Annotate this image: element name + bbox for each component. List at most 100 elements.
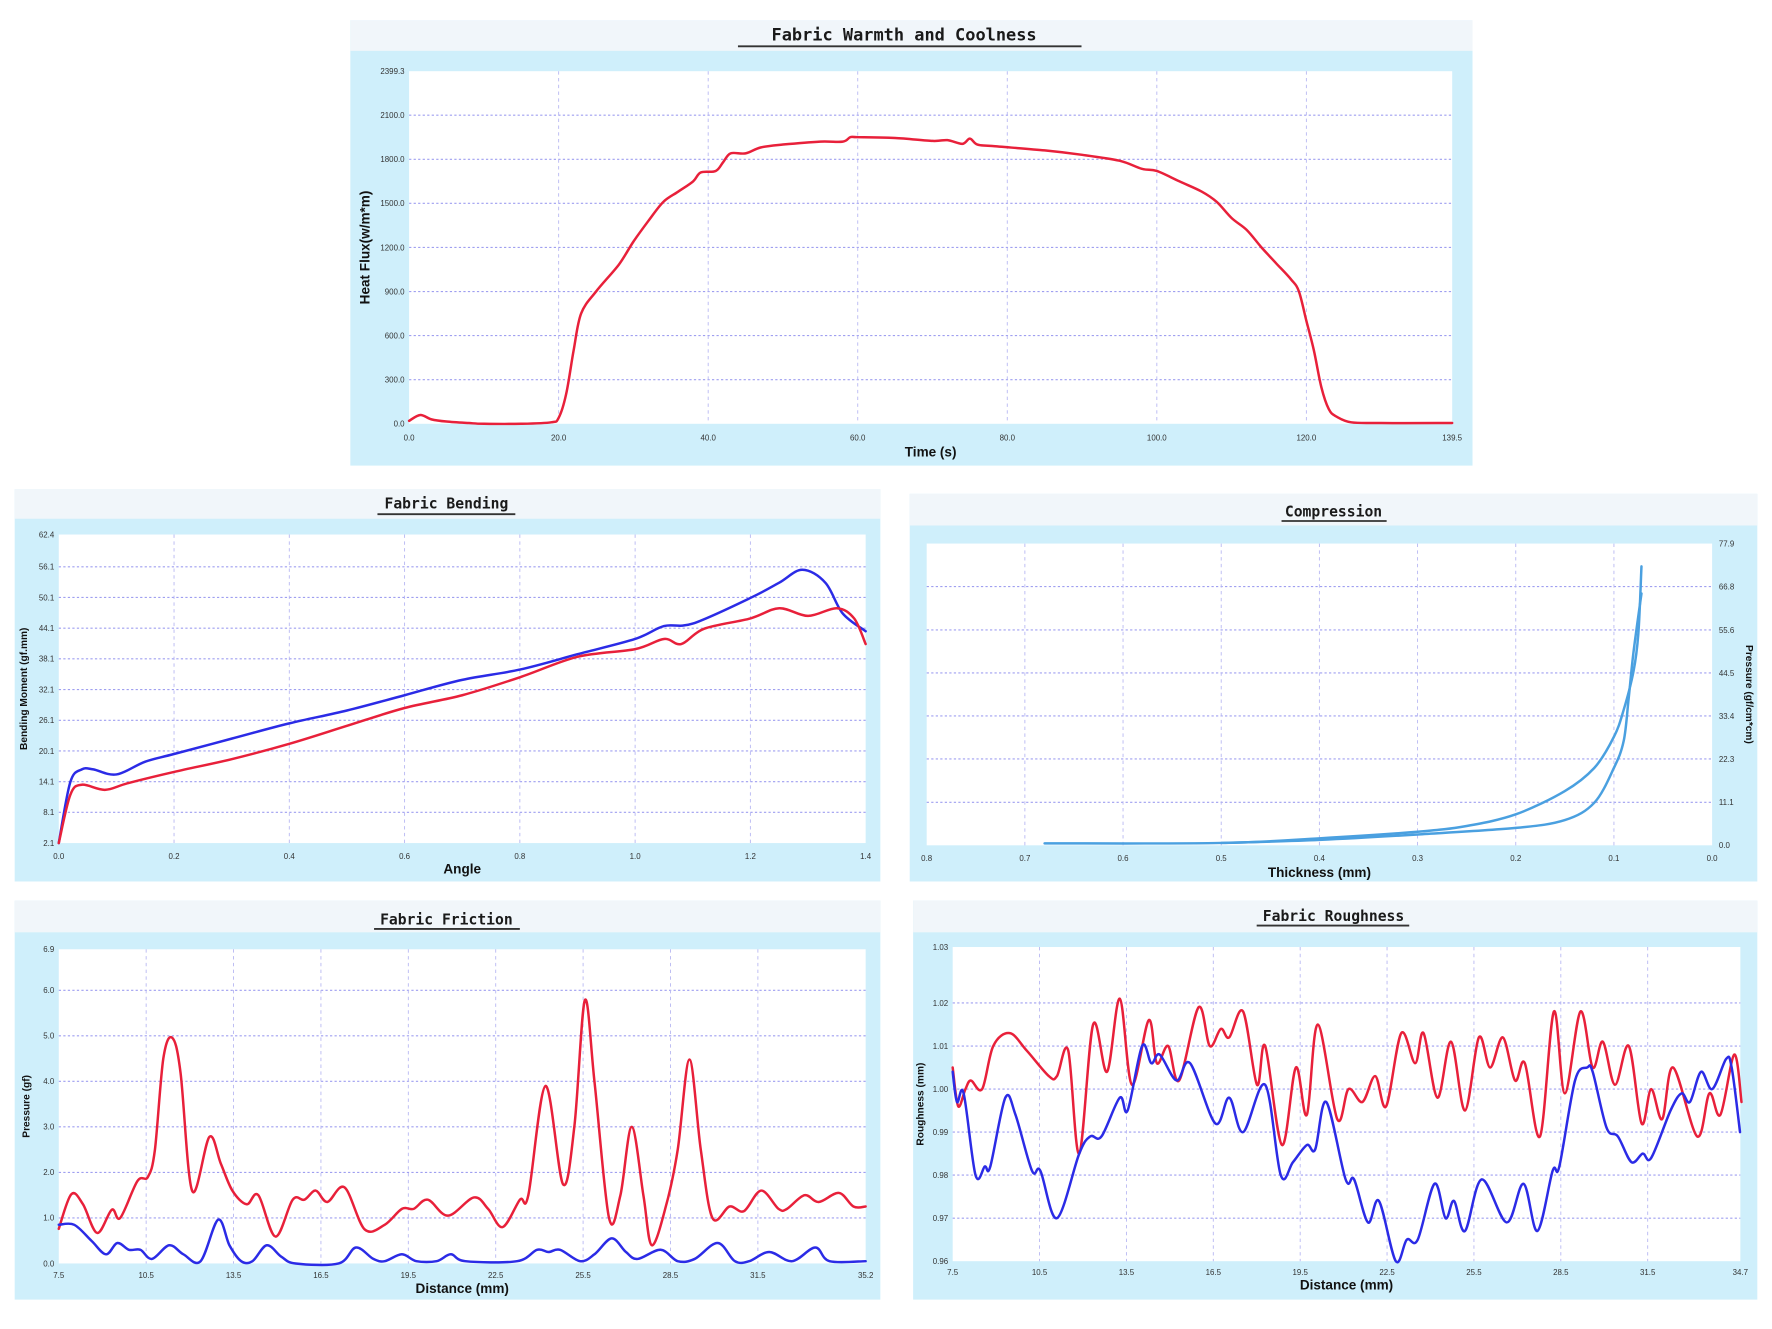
y-tick-label: 1500.0 (380, 199, 405, 208)
y-axis-title: Heat Flux(w/m*m) (358, 191, 373, 305)
plot-area (952, 947, 1741, 1262)
x-tick-label: 20.0 (551, 434, 567, 443)
x-tick-label: 28.5 (1553, 1268, 1569, 1277)
x-axis-title: Time (s) (905, 445, 957, 460)
y-tick-label: 0.0 (394, 420, 406, 429)
x-tick-label: 25.5 (575, 1271, 591, 1280)
x-tick-label: 34.7 (1733, 1268, 1748, 1277)
series-line-2 (1219, 592, 1643, 845)
compression-plot: 0.0 11.1 22.3 33.4 44.5 55.6 66.8 77.9 0.8 0.7 0.6… (921, 539, 1754, 880)
series-line-1 (57, 998, 867, 1247)
y-tick-label: 14.1 (39, 777, 55, 786)
y-tick-label: 1.02 (933, 999, 948, 1008)
x-tick-label: 35.2 (858, 1271, 873, 1280)
y-tick-label: 77.9 (1719, 539, 1735, 548)
y-tick-label: 5.0 (43, 1032, 55, 1041)
y-tick-label: 6.0 (43, 986, 55, 995)
x-tick-label: 139.5 (1442, 434, 1462, 443)
y-tick-label: 32.1 (39, 685, 55, 694)
x-tick-label: 0.5 (1216, 854, 1228, 863)
y-tick-label: 11.1 (1719, 798, 1734, 807)
y-tick-label: 0.0 (43, 1259, 55, 1268)
warmth-plot: 0.0 300.0 600.0 900.0 1200.0 1500.0 1800.0 2100… (358, 67, 1463, 460)
x-tick-label: 25.5 (1466, 1268, 1482, 1277)
y-tick-label: 0.98 (933, 1171, 949, 1180)
x-tick-label: 0.8 (514, 852, 526, 861)
x-tick-label: 1.4 (860, 852, 872, 861)
y-tick-label: 2.1 (43, 839, 55, 848)
x-tick-label: 19.5 (401, 1271, 417, 1280)
x-tick-label: 120.0 (1296, 434, 1316, 443)
y-tick-label: 66.8 (1719, 582, 1735, 591)
x-axis-title: Thickness (mm) (1268, 865, 1371, 880)
x-axis-title: Angle (443, 862, 481, 877)
y-tick-label: 600.0 (385, 331, 405, 340)
y-tick-label: 3.0 (43, 1123, 55, 1132)
x-tick-label: 0.3 (1412, 854, 1424, 863)
x-tick-label: 13.5 (1119, 1268, 1135, 1277)
y-tick-label: 26.1 (39, 716, 55, 725)
y-tick-label: 6.9 (43, 945, 55, 954)
y-tick-label: 38.1 (39, 655, 55, 664)
chart-title: Fabric Bending (384, 496, 508, 513)
y-tick-label: 44.5 (1719, 669, 1735, 678)
friction-plot: 0.0 1.0 2.0 3.0 4.0 5.0 6.0 6.9 7.5 10.5 13.5 16.5 1… (21, 945, 873, 1296)
x-axis-title: Distance (mm) (416, 1281, 509, 1296)
x-tick-label: 0.0 (53, 852, 65, 861)
y-tick-label: 300.0 (385, 376, 405, 385)
series-line-1 (407, 135, 1454, 426)
y-tick-label: 2.0 (43, 1168, 55, 1177)
title-band (14, 900, 881, 933)
bending-panel: Fabric Bending 2.1 8.1 14.1 20.1 26.1 32.1 38.… (14, 489, 881, 882)
y-axis-title: Bending Moment (gf.mm) (19, 628, 30, 750)
y-tick-label: 56.1 (39, 563, 55, 572)
compression-panel: Compression 0.0 11.1 22.3 33.4 44.5 55.6 66.8 7… (909, 493, 1758, 882)
series-line-2 (57, 1218, 867, 1267)
series-line-1 (57, 568, 867, 845)
chart-title: Fabric Friction (380, 911, 513, 928)
y-tick-label: 2399.3 (380, 67, 405, 76)
y-tick-label: 8.1 (43, 808, 55, 817)
y-tick-label: 1.0 (43, 1214, 55, 1223)
x-tick-label: 31.5 (750, 1271, 766, 1280)
y-tick-label: 62.4 (39, 530, 55, 539)
y-tick-label: 33.4 (1719, 712, 1735, 721)
x-tick-label: 0.2 (1510, 854, 1521, 863)
x-tick-label: 80.0 (1000, 434, 1016, 443)
x-tick-label: 13.5 (226, 1271, 242, 1280)
series-line-2 (951, 1043, 1742, 1264)
x-tick-label: 22.5 (488, 1271, 504, 1280)
warmth-panel: Fabric Warmth and Coolness 0.0 300.0 600.0… (350, 20, 1473, 466)
x-tick-label: 22.5 (1379, 1268, 1395, 1277)
x-tick-label: 0.0 (1707, 854, 1719, 863)
bending-plot: 2.1 8.1 14.1 20.1 26.1 32.1 38.1 44.1 50.1 56.1 62… (19, 530, 872, 876)
x-tick-label: 60.0 (850, 434, 866, 443)
plot-area (58, 949, 866, 1264)
series-line-2 (57, 606, 867, 845)
y-tick-label: 1.00 (933, 1085, 949, 1094)
y-tick-label: 20.1 (39, 747, 55, 756)
x-tick-label: 0.6 (1118, 854, 1130, 863)
x-tick-label: 7.5 (947, 1268, 959, 1277)
plot-area (58, 534, 866, 844)
chart-title: Fabric Warmth and Coolness (772, 25, 1037, 45)
y-tick-label: 1200.0 (380, 243, 405, 252)
x-tick-label: 10.5 (1032, 1268, 1048, 1277)
y-tick-label: 1800.0 (380, 155, 405, 164)
x-tick-label: 7.5 (53, 1271, 65, 1280)
x-tick-label: 0.0 (404, 434, 416, 443)
x-axis-title: Distance (mm) (1300, 1277, 1393, 1292)
chart-title: Fabric Roughness (1263, 908, 1404, 925)
y-tick-label: 900.0 (385, 287, 405, 296)
x-tick-label: 0.4 (1314, 854, 1326, 863)
y-tick-label: 2100.0 (380, 111, 405, 120)
y-tick-label: 22.3 (1719, 755, 1735, 764)
title-band (913, 900, 1758, 933)
roughness-plot: 0.96 0.97 0.98 0.99 1.00 1.01 1.02 1.03 7.5 10.5 1… (915, 943, 1748, 1293)
y-tick-label: 1.03 (933, 943, 949, 952)
x-tick-label: 0.2 (169, 852, 180, 861)
x-tick-label: 0.4 (284, 852, 296, 861)
x-tick-label: 1.0 (630, 852, 642, 861)
x-tick-label: 0.1 (1608, 854, 1620, 863)
